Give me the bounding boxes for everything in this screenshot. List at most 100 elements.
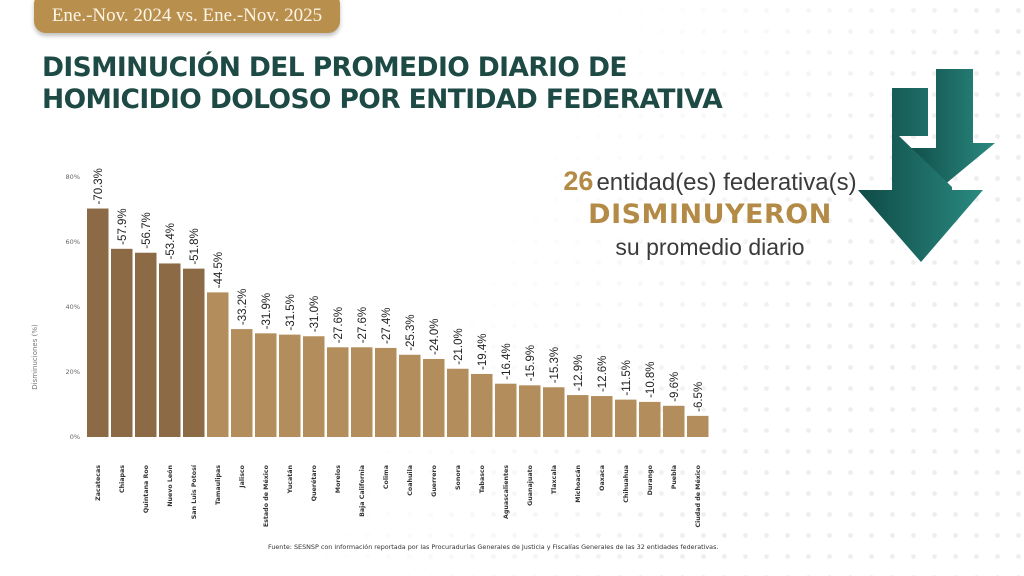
bar (279, 334, 301, 437)
data-label: -9.6% (669, 372, 681, 402)
data-label: -70.3% (93, 168, 105, 204)
x-tick-label: Chiapas (119, 465, 126, 493)
arrow-front (858, 88, 983, 262)
data-label: -51.8% (189, 228, 201, 264)
y-tick-label: 40% (66, 303, 80, 311)
decreased-count: 26 (563, 166, 594, 196)
bar (567, 395, 589, 437)
x-tick-label: Durango (647, 464, 654, 495)
summary-line-2: DISMINUYERON (588, 199, 832, 230)
x-tick-label: Jalisco (239, 464, 246, 488)
page-title: DISMINUCIÓN DEL PROMEDIO DIARIO DE HOMIC… (42, 52, 723, 116)
bar (615, 399, 637, 437)
x-tick-label: Tamaulipas (215, 465, 222, 505)
bars (87, 208, 709, 437)
data-label: -19.4% (477, 334, 489, 370)
y-axis-label: Disminuciones (%) (31, 324, 39, 390)
double-down-arrow-icon (858, 69, 995, 262)
data-label: -6.5% (693, 382, 705, 412)
data-labels: -70.3% -57.9% -56.7% -53.4% -51.8% -44.5% -33.… (93, 168, 705, 412)
x-tick-label: Aguascalientes (503, 465, 510, 519)
x-tick-label: Colima (383, 465, 390, 489)
data-label: -24.0% (429, 319, 441, 355)
x-tick-label: Estado de México (262, 464, 270, 527)
bar (111, 248, 133, 437)
x-tick-label: Michoacán (574, 465, 582, 503)
y-axis: 0% 20% 40% 60% 80% (66, 173, 80, 441)
data-label: -33.2% (237, 289, 249, 325)
y-tick-label: 60% (66, 238, 80, 246)
data-label: -27.4% (381, 308, 393, 344)
data-label: -21.0% (453, 328, 465, 364)
x-tick-label: Ciudad de México (694, 464, 702, 527)
bar (183, 268, 205, 437)
bar (255, 333, 277, 437)
bar (327, 347, 349, 437)
summary-line-1: entidad(es) federativa(s) (596, 169, 857, 196)
data-label: -15.3% (549, 347, 561, 383)
bar (351, 347, 373, 437)
bar (159, 263, 181, 437)
bar (591, 396, 613, 437)
summary-line-3: su promedio diario (615, 234, 805, 260)
bar (231, 329, 253, 437)
x-tick-label: Yucatán (286, 465, 294, 494)
summary-callout: 26 entidad(es) federativa(s) DISMINUYERON… (560, 166, 860, 261)
bar (399, 354, 421, 437)
x-tick-label: Baja California (359, 465, 366, 517)
data-label: -44.5% (213, 252, 225, 288)
bar (135, 252, 157, 437)
bar (447, 368, 469, 437)
data-label: -15.9% (525, 345, 537, 381)
data-label: -27.6% (333, 307, 345, 343)
data-label: -27.6% (357, 307, 369, 343)
x-tick-label: Guerrero (431, 464, 438, 497)
title-line-2: HOMICIDIO DOLOSO POR ENTIDAD FEDERATIVA (42, 84, 723, 115)
x-tick-label: Chihuahua (623, 465, 630, 503)
x-tick-label: Tabasco (479, 464, 486, 493)
data-label: -31.0% (309, 296, 321, 332)
data-label: -12.6% (597, 356, 609, 392)
x-tick-label: Quintana Roo (143, 464, 150, 513)
bar (87, 208, 109, 437)
data-label: -57.9% (117, 208, 129, 244)
x-tick-label: San Luis Potosí (190, 464, 198, 519)
data-label: -31.9% (261, 293, 273, 329)
arrow-back (903, 69, 995, 186)
x-tick-label: Sonora (455, 465, 462, 490)
data-label: -10.8% (645, 361, 657, 397)
data-label: -12.9% (573, 355, 585, 391)
bar (519, 385, 541, 437)
x-tick-label: Tlaxcala (551, 465, 558, 494)
x-tick-label: Nuevo León (166, 465, 174, 507)
bar (639, 401, 661, 437)
data-label: -31.5% (285, 294, 297, 330)
bar (663, 405, 685, 437)
source-note: Fuente: SESNSP con información reportada… (268, 543, 719, 551)
title-line-1: DISMINUCIÓN DEL PROMEDIO DIARIO DE (42, 52, 627, 83)
bar (471, 373, 493, 437)
y-tick-label: 20% (66, 368, 80, 376)
x-tick-label: Puebla (671, 465, 678, 489)
x-tick-label: Morelos (335, 465, 342, 493)
data-label: -53.4% (165, 223, 177, 259)
y-tick-label: 80% (66, 173, 80, 181)
bar (375, 347, 397, 437)
bar (687, 415, 709, 437)
bar (207, 292, 229, 437)
bar (423, 359, 445, 437)
x-tick-label: Oaxaca (599, 465, 606, 491)
x-axis-labels: Zacatecas Chiapas Quintana Roo Nuevo León Sa… (95, 464, 702, 527)
bar (543, 387, 565, 437)
bar (495, 383, 517, 437)
data-label: -11.5% (621, 360, 633, 396)
data-label: -16.4% (501, 343, 513, 379)
y-tick-label: 0% (70, 433, 80, 441)
data-label: -56.7% (141, 212, 153, 248)
x-tick-label: Coahuila (407, 465, 414, 496)
data-label: -25.3% (405, 314, 417, 350)
bar (303, 336, 325, 437)
period-badge: Ene.-Nov. 2024 vs. Ene.-Nov. 2025 (34, 0, 340, 33)
x-tick-label: Zacatecas (95, 465, 102, 501)
